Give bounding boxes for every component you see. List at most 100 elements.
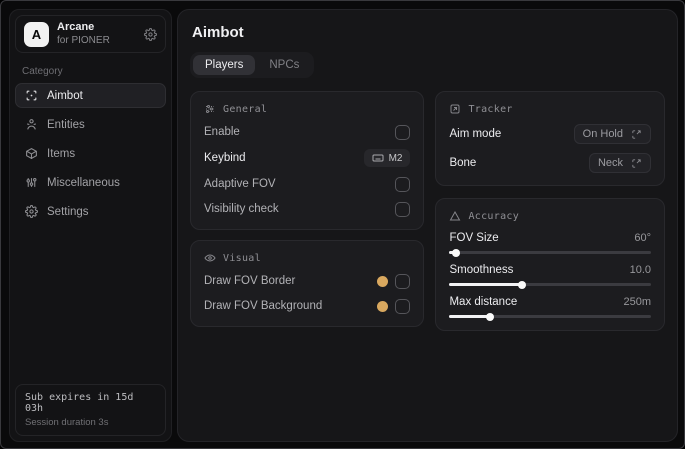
right-column: Tracker Aim mode On Hold Bone — [435, 91, 665, 331]
accuracy-card-header: Accuracy — [449, 210, 651, 222]
setting-label: Draw FOV Background — [204, 300, 323, 312]
general-card: General Enable Keybind M2 — [190, 91, 425, 230]
sidebar-item-label: Items — [47, 147, 76, 160]
eye-icon — [204, 252, 216, 264]
sidebar-item-aimbot[interactable]: Aimbot — [15, 83, 166, 109]
setting-row-aim-mode: Aim mode On Hold — [449, 124, 651, 144]
setting-row-adaptive-fov: Adaptive FOV — [204, 176, 411, 192]
controls — [377, 298, 411, 314]
sidebar-item-entities[interactable]: Entities — [15, 112, 166, 137]
draw-fov-border-checkbox[interactable] — [395, 273, 411, 289]
category-label: Category — [22, 66, 63, 78]
triangle-icon — [449, 210, 461, 222]
app-title: Arcane — [57, 21, 95, 33]
sliders-icon — [204, 103, 216, 115]
adaptive-fov-checkbox[interactable] — [395, 176, 411, 192]
app-subtitle: for PIONER — [57, 34, 110, 46]
setting-row-keybind: Keybind M2 — [204, 149, 411, 167]
fov-size-slider[interactable] — [449, 248, 651, 257]
setting-row-enable: Enable — [204, 124, 411, 140]
slider-thumb[interactable] — [518, 280, 527, 289]
gear-icon[interactable] — [144, 27, 157, 41]
fov-size-value: 60° — [634, 232, 651, 244]
max-distance-slider[interactable] — [449, 312, 651, 321]
expand-icon — [631, 129, 642, 140]
setting-row-max-distance: Max distance 250m — [449, 296, 651, 321]
card-title: Visual — [223, 252, 261, 264]
bone-value: Neck — [597, 157, 623, 169]
sidebar-item-label: Settings — [47, 205, 89, 218]
visual-card-header: Visual — [204, 252, 410, 264]
sliders-icon — [25, 176, 38, 189]
setting-label: Enable — [204, 126, 240, 138]
keybind-value: M2 — [388, 152, 403, 164]
tab-npcs[interactable]: NPCs — [269, 59, 300, 71]
keybind-button[interactable]: M2 — [363, 149, 411, 167]
app-logo: A — [24, 21, 49, 47]
tracker-card: Tracker Aim mode On Hold Bone — [435, 91, 665, 186]
sidebar-item-label: Aimbot — [47, 89, 83, 102]
expand-icon — [631, 158, 642, 169]
setting-label: Aim mode — [449, 128, 502, 140]
setting-label: FOV Size — [449, 232, 499, 244]
subscription-info: Sub expires in 15d 03h Session duration … — [15, 384, 166, 436]
sidebar-item-label: Entities — [47, 118, 85, 131]
sidebar-item-items[interactable]: Items — [15, 141, 166, 166]
main-panel: Aimbot Players NPCs General Enable — [177, 9, 678, 442]
keyboard-icon — [372, 152, 384, 164]
visual-card: Visual Draw FOV Border Draw FOV Backgrou… — [190, 240, 425, 327]
color-swatch[interactable] — [377, 300, 389, 312]
tab-players[interactable]: Players — [193, 55, 256, 75]
visibility-check-checkbox[interactable] — [395, 201, 411, 217]
controls — [377, 273, 411, 289]
tracker-card-header: Tracker — [449, 103, 651, 115]
sidebar-nav: Aimbot Entities Items Miscellaneous — [10, 83, 171, 224]
setting-label: Keybind — [204, 152, 246, 164]
aim-mode-select[interactable]: On Hold — [573, 124, 651, 144]
app-header: A Arcane for PIONER — [15, 15, 166, 54]
max-distance-value: 250m — [623, 296, 651, 308]
page-title: Aimbot — [192, 24, 244, 41]
enable-checkbox[interactable] — [395, 124, 411, 140]
card-title: General — [223, 103, 268, 115]
gear-icon — [25, 205, 38, 219]
draw-fov-background-checkbox[interactable] — [395, 298, 411, 314]
crosshair-scan-icon — [25, 89, 38, 102]
slider-thumb[interactable] — [485, 312, 494, 321]
setting-label: Bone — [449, 157, 477, 169]
color-swatch[interactable] — [377, 275, 389, 287]
cube-icon — [25, 147, 38, 160]
tracker-icon — [449, 103, 461, 115]
cards-grid: General Enable Keybind M2 — [190, 91, 665, 331]
setting-label: Max distance — [449, 296, 518, 308]
slider-thumb[interactable] — [451, 248, 460, 257]
sidebar: A Arcane for PIONER Category Aimbot — [9, 9, 172, 442]
smoothness-value: 10.0 — [629, 264, 651, 276]
smoothness-slider[interactable] — [449, 280, 651, 289]
setting-row-fov-size: FOV Size 60° — [449, 232, 651, 257]
setting-row-smoothness: Smoothness 10.0 — [449, 264, 651, 289]
setting-label: Visibility check — [204, 203, 279, 215]
left-column: General Enable Keybind M2 — [190, 91, 425, 327]
tab-bar: Players NPCs — [190, 52, 315, 78]
setting-row-draw-fov-background: Draw FOV Background — [204, 298, 411, 314]
entities-icon — [25, 118, 38, 131]
aim-mode-value: On Hold — [582, 128, 623, 140]
bone-select[interactable]: Neck — [588, 153, 651, 173]
card-title: Tracker — [468, 103, 513, 115]
sidebar-item-label: Miscellaneous — [47, 176, 120, 189]
setting-row-draw-fov-border: Draw FOV Border — [204, 273, 411, 289]
setting-row-bone: Bone Neck — [449, 153, 651, 173]
sidebar-item-settings[interactable]: Settings — [15, 199, 166, 224]
setting-label: Draw FOV Border — [204, 275, 296, 287]
session-duration-text: Session duration 3s — [25, 417, 109, 428]
general-card-header: General — [204, 103, 410, 115]
app-names: Arcane for PIONER — [57, 21, 136, 47]
card-title: Accuracy — [468, 210, 520, 222]
sub-expiry-text: Sub expires in 15d 03h — [25, 392, 134, 414]
setting-label: Adaptive FOV — [204, 178, 276, 190]
accuracy-card: Accuracy FOV Size 60° Smoothness — [435, 198, 665, 331]
sidebar-item-miscellaneous[interactable]: Miscellaneous — [15, 170, 166, 195]
setting-label: Smoothness — [449, 264, 514, 276]
